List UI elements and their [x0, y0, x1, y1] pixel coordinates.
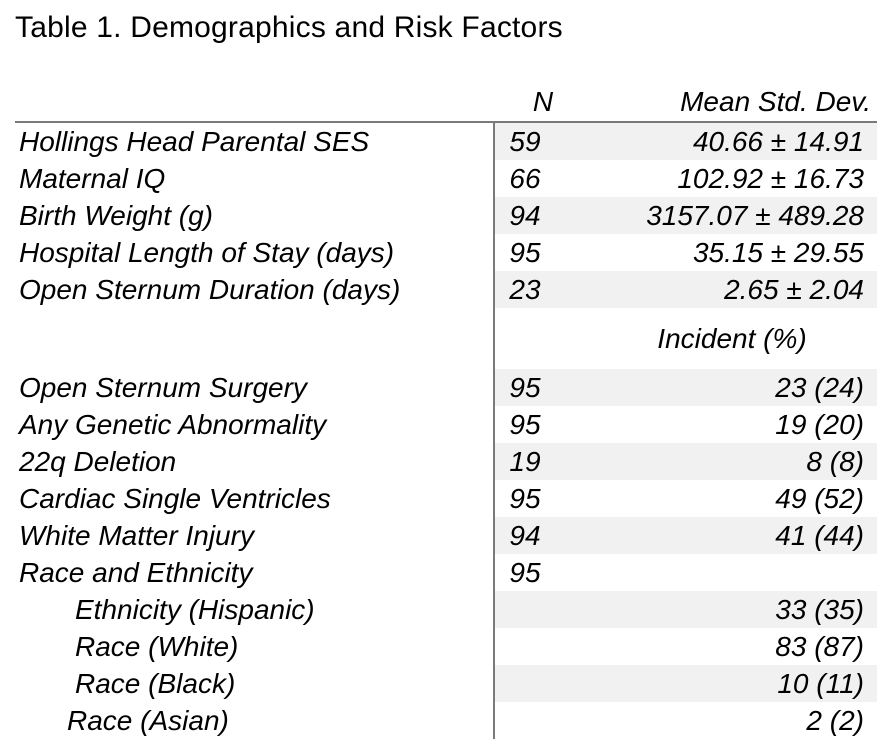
- row-data-cells: 94 41 (44): [493, 517, 877, 554]
- table-row: White Matter Injury 94 41 (44): [15, 517, 877, 554]
- section-header-row: Incident (%): [15, 308, 877, 369]
- n-value: [495, 308, 555, 369]
- incident-value: 49 (52): [775, 482, 864, 514]
- row-label: Ethnicity (Hispanic): [75, 593, 315, 625]
- incident-value: 33 (35): [775, 593, 864, 625]
- row-label: White Matter Injury: [19, 519, 254, 551]
- n-value: 95: [509, 236, 541, 268]
- mean-value: 3157.07 ± 489.28: [646, 199, 864, 231]
- row-label: Birth Weight (g): [19, 199, 213, 231]
- n-value: 94: [509, 519, 541, 551]
- table-row: Ethnicity (Hispanic) 33 (35): [15, 591, 877, 628]
- table-header-row: N Mean Std. Dev.: [15, 85, 877, 121]
- incident-value: 8 (8): [806, 445, 864, 477]
- section-header-label: Incident (%): [657, 322, 807, 354]
- row-label: Race (Black): [75, 667, 236, 699]
- row-data-cells: 23 2.65 ± 2.04: [493, 271, 877, 308]
- row-label: Open Sternum Duration (days): [19, 273, 401, 305]
- mean-value: 2.65 ± 2.04: [724, 273, 864, 305]
- table-row: Open Sternum Duration (days) 23 2.65 ± 2…: [15, 271, 877, 308]
- table-row: Race (White) 83 (87): [15, 628, 877, 665]
- mean-value: 40.66 ± 14.91: [692, 125, 864, 157]
- n-value: 59: [509, 125, 541, 157]
- n-value: 19: [509, 445, 541, 477]
- row-label: Race and Ethnicity: [19, 556, 253, 588]
- header-n: N: [532, 86, 554, 117]
- table-row: Open Sternum Surgery 95 23 (24): [15, 369, 877, 406]
- table-title: Table 1. Demographics and Risk Factors: [15, 11, 563, 44]
- n-value: 66: [509, 162, 541, 194]
- n-value: 23: [509, 273, 541, 305]
- row-label: Hollings Head Parental SES: [19, 125, 370, 157]
- n-value: [495, 591, 555, 628]
- row-data-cells: 10 (11): [493, 665, 877, 702]
- row-data-cells: 94 3157.07 ± 489.28: [493, 197, 877, 234]
- table-row: Any Genetic Abnormality 95 19 (20): [15, 406, 877, 443]
- table-row: Hollings Head Parental SES 59 40.66 ± 14…: [15, 123, 877, 160]
- row-data-cells: 95 35.15 ± 29.55: [493, 234, 877, 271]
- row-label: Open Sternum Surgery: [19, 371, 307, 403]
- table-row: Maternal IQ 66 102.92 ± 16.73: [15, 160, 877, 197]
- row-data-cells: Incident (%): [493, 308, 877, 369]
- row-data-cells: 2 (2): [493, 702, 877, 739]
- table-row: Race (Asian) 2 (2): [15, 702, 877, 739]
- incident-value: 83 (87): [775, 630, 864, 662]
- n-value: [495, 702, 555, 739]
- row-data-cells: 95 49 (52): [493, 480, 877, 517]
- row-data-cells: 95 19 (20): [493, 406, 877, 443]
- incident-value: 23 (24): [775, 371, 864, 403]
- row-data-cells: 19 8 (8): [493, 443, 877, 480]
- row-data-cells: 83 (87): [493, 628, 877, 665]
- table-row: Race and Ethnicity 95: [15, 554, 877, 591]
- n-value: 95: [509, 408, 541, 440]
- n-value: [495, 628, 555, 665]
- table-row: Hospital Length of Stay (days) 95 35.15 …: [15, 234, 877, 271]
- row-data-cells: 66 102.92 ± 16.73: [493, 160, 877, 197]
- mean-value: 35.15 ± 29.55: [692, 236, 864, 268]
- incident-value: 41 (44): [775, 519, 864, 551]
- n-value: 95: [509, 482, 541, 514]
- row-data-cells: 33 (35): [493, 591, 877, 628]
- row-label: Cardiac Single Ventricles: [19, 482, 331, 514]
- row-label: Race (White): [75, 630, 239, 662]
- row-label: Maternal IQ: [19, 162, 166, 194]
- table-row: 22q Deletion 19 8 (8): [15, 443, 877, 480]
- row-label: [15, 308, 493, 369]
- table-row: Cardiac Single Ventricles 95 49 (52): [15, 480, 877, 517]
- incident-value: [555, 554, 877, 591]
- table-row: Birth Weight (g) 94 3157.07 ± 489.28: [15, 197, 877, 234]
- row-label: 22q Deletion: [19, 445, 177, 477]
- n-value: [495, 665, 555, 702]
- incident-value: 19 (20): [775, 408, 864, 440]
- incident-value: 2 (2): [806, 704, 864, 736]
- row-data-cells: 95 23 (24): [493, 369, 877, 406]
- mean-value: 102.92 ± 16.73: [677, 162, 864, 194]
- row-data-cells: 95: [493, 554, 877, 591]
- table-body: Hollings Head Parental SES 59 40.66 ± 14…: [15, 121, 877, 739]
- row-label: Any Genetic Abnormality: [19, 408, 327, 440]
- n-value: 95: [509, 556, 541, 588]
- demographics-table: N Mean Std. Dev. Hollings Head Parental …: [15, 85, 877, 739]
- row-data-cells: 59 40.66 ± 14.91: [493, 123, 877, 160]
- incident-value: 10 (11): [777, 667, 864, 699]
- n-value: 94: [509, 199, 541, 231]
- row-label: Hospital Length of Stay (days): [19, 236, 395, 268]
- table-row: Race (Black) 10 (11): [15, 665, 877, 702]
- row-label: Race (Asian): [67, 704, 229, 736]
- header-mean-std-dev: Mean Std. Dev.: [680, 86, 871, 117]
- n-value: 95: [509, 371, 541, 403]
